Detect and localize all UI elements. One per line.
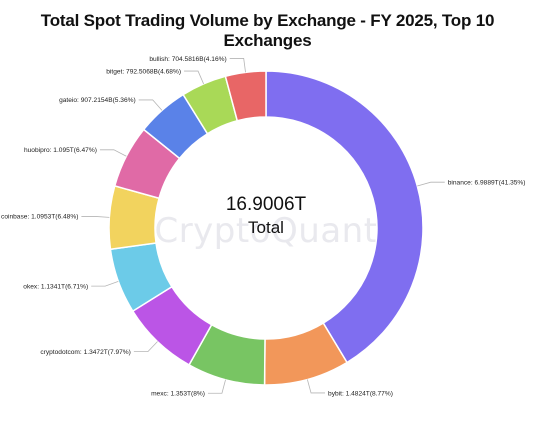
leader-line-cryptodotcom xyxy=(133,341,158,353)
slice-label-bitget: bitget: 792.5068B(4.68%) xyxy=(106,68,181,75)
slice-binance[interactable] xyxy=(265,70,424,364)
leader-line-mexc xyxy=(207,379,226,394)
slice-label-huobipro: huobipro: 1.095T(6.47%) xyxy=(24,147,97,154)
slice-label-bybit: bybit: 1.4824T(8.77%) xyxy=(328,390,393,397)
chart-title: Total Spot Trading Volume by Exchange - … xyxy=(40,11,495,50)
slice-bullish[interactable] xyxy=(224,70,267,122)
slice-label-mexc: mexc: 1.353T(8%) xyxy=(151,391,205,398)
center-total-caption: Total xyxy=(248,218,284,237)
leader-line-gateio xyxy=(138,99,163,111)
watermark: CryptoQuant xyxy=(154,211,377,251)
slices-group xyxy=(108,70,424,386)
leader-line-coinbase xyxy=(81,216,110,218)
leader-line-huobipro xyxy=(99,149,127,157)
slice-labels-group: binance: 6.9889T(41.35%) bybit: 1.4824T(8… xyxy=(1,56,525,398)
slice-label-gateio: gateio: 907.2154B(5.36%) xyxy=(59,97,136,104)
leader-lines-group xyxy=(81,58,445,394)
leader-line-binance xyxy=(417,181,445,187)
leader-line-bitget xyxy=(184,70,204,85)
leader-line-okex xyxy=(91,280,119,287)
leader-line-bybit xyxy=(306,379,326,394)
leader-line-bullish xyxy=(229,58,246,73)
slice-label-binance: binance: 6.9889T(41.35%) xyxy=(448,180,526,187)
slice-label-bullish: bullish: 704.5816B(4.16%) xyxy=(149,56,226,63)
slice-label-coinbase: coinbase: 1.0953T(6.48%) xyxy=(1,214,78,221)
slice-label-cryptodotcom: cryptodotcom: 1.3472T(7.97%) xyxy=(40,349,131,356)
slice-label-okex: okex: 1.1341T(6.71%) xyxy=(23,283,88,290)
center-total-value: 16.9006T xyxy=(226,194,307,215)
